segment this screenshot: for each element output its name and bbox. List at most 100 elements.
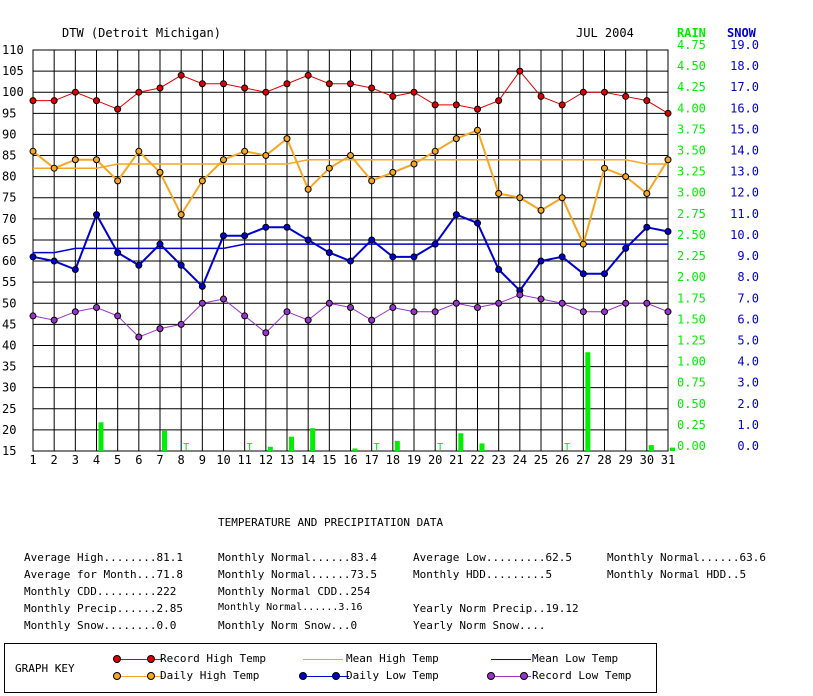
snow-tick-label: 16.0	[730, 101, 759, 115]
series-daily-high-point	[135, 147, 143, 155]
series-daily-high-point	[516, 194, 524, 202]
key-mean-high-line	[303, 659, 343, 660]
snow-tick-label: 19.0	[730, 38, 759, 52]
snow-tick-label: 8.0	[737, 270, 759, 284]
rain-tick-label: 2.25	[677, 249, 706, 263]
key-record-high-label: Record High Temp	[160, 652, 266, 665]
graph-key: GRAPH KEY Record High Temp Mean High Tem…	[4, 643, 657, 693]
day-tick-label: 31	[661, 453, 675, 467]
series-daily-low-point	[452, 211, 460, 219]
series-record-low-point	[664, 308, 672, 316]
series-record-high-point	[198, 80, 206, 88]
series-daily-low-point	[156, 240, 164, 248]
snow-tick-label: 10.0	[730, 228, 759, 242]
stats-cell: Monthly Normal CDD..254	[218, 585, 371, 598]
series-record-high-point	[71, 88, 79, 96]
series-record-high-point	[220, 80, 227, 88]
station-title: DTW (Detroit Michigan)	[62, 26, 221, 40]
series-record-high-point	[537, 92, 545, 100]
temp-tick-label: 40	[2, 338, 16, 352]
series-daily-low-point	[368, 236, 376, 244]
series-daily-high-point	[156, 168, 164, 176]
stats-cell: Monthly Precip......2.85	[24, 602, 183, 615]
key-mean-high-label: Mean High Temp	[346, 652, 439, 665]
stats-cell: Average for Month...71.8	[24, 568, 183, 581]
series-record-high-point	[304, 71, 312, 79]
series-daily-low-point	[622, 244, 630, 252]
series-daily-high-point	[431, 147, 439, 155]
series-daily-high-point	[262, 152, 270, 160]
series-record-low-point	[71, 308, 79, 316]
day-tick-label: 15	[322, 453, 336, 467]
snow-tick-label: 18.0	[730, 59, 759, 73]
snow-tick-label: 15.0	[730, 122, 759, 136]
series-record-low-point	[452, 299, 460, 307]
day-tick-label: 9	[199, 453, 206, 467]
stats-cell: Monthly Normal......63.6	[607, 551, 766, 564]
key-mean-low-label: Mean Low Temp	[532, 652, 619, 665]
series-record-low-point	[601, 308, 608, 316]
series-record-low-point	[516, 291, 524, 299]
snow-tick-label: 6.0	[737, 312, 759, 326]
series-daily-high-point	[389, 168, 397, 176]
rain-tick-label: 0.50	[677, 397, 706, 411]
series-daily-high-point	[114, 177, 122, 185]
graph-key-title: GRAPH KEY	[15, 662, 75, 675]
series-record-low-point	[93, 303, 100, 311]
day-tick-label: 22	[470, 453, 484, 467]
series-record-low-point	[558, 299, 566, 307]
snow-tick-label: 17.0	[730, 80, 759, 94]
series-daily-high-point	[495, 190, 503, 198]
day-tick-label: 26	[555, 453, 569, 467]
series-daily-high-point	[304, 185, 312, 193]
series-record-high-point	[516, 67, 524, 75]
trace-mark: T	[247, 442, 253, 453]
rain-tick-label: 4.50	[677, 59, 706, 73]
series-lines	[29, 67, 672, 341]
series-daily-high-point	[579, 240, 587, 248]
series-record-low-point	[410, 308, 418, 316]
rain-bar	[670, 447, 675, 451]
temp-tick-label: 45	[2, 317, 16, 331]
series-record-high-point	[29, 97, 37, 105]
series-daily-high-point	[664, 156, 672, 164]
series-mean-high-line	[33, 158, 668, 169]
temp-tick-label: 110	[2, 43, 24, 57]
period-title: JUL 2004	[576, 26, 634, 40]
series-record-low-point	[283, 308, 291, 316]
rain-tick-label: 0.00	[677, 439, 706, 453]
series-record-high-point	[622, 92, 630, 100]
temp-tick-label: 55	[2, 275, 16, 289]
rain-bar	[458, 433, 464, 451]
day-tick-label: 18	[386, 453, 400, 467]
series-daily-low-point	[241, 232, 249, 240]
day-tick-label: 19	[407, 453, 421, 467]
series-daily-high-point	[643, 190, 651, 198]
series-record-low-point	[495, 299, 503, 307]
key-daily-high-dot-a	[113, 672, 121, 680]
key-mean-low-line	[491, 659, 531, 660]
series-daily-low-point	[474, 219, 481, 227]
series-record-high-point	[325, 80, 333, 88]
series-daily-high-point	[29, 147, 37, 155]
series-record-low-point	[304, 316, 312, 324]
day-tick-label: 7	[156, 453, 163, 467]
series-daily-low-point	[135, 261, 143, 269]
series-record-low-point	[643, 299, 651, 307]
trace-mark: T	[183, 442, 189, 453]
rain-bar	[289, 436, 294, 451]
day-axis-labels: 1 2 3 4 5 6 7 8 9 10 11 12 13 14 15 16 17 18 19 20 21 22 23 24 2…	[29, 453, 675, 467]
series-record-high-point	[347, 80, 354, 88]
day-tick-label: 21	[449, 453, 463, 467]
series-daily-low-point	[93, 211, 100, 219]
series-daily-low-point	[347, 257, 354, 265]
rain-tick-label: 3.25	[677, 165, 706, 179]
rain-axis-title: RAIN	[677, 26, 706, 40]
series-daily-high-point	[347, 152, 354, 160]
series-record-high-point	[177, 71, 185, 79]
series-mean-low-line	[33, 243, 668, 254]
series-record-high-point	[474, 105, 481, 113]
stats-cell: Average Low.........62.5	[413, 551, 572, 564]
series-record-low-point	[241, 312, 249, 320]
day-tick-label: 29	[618, 453, 632, 467]
